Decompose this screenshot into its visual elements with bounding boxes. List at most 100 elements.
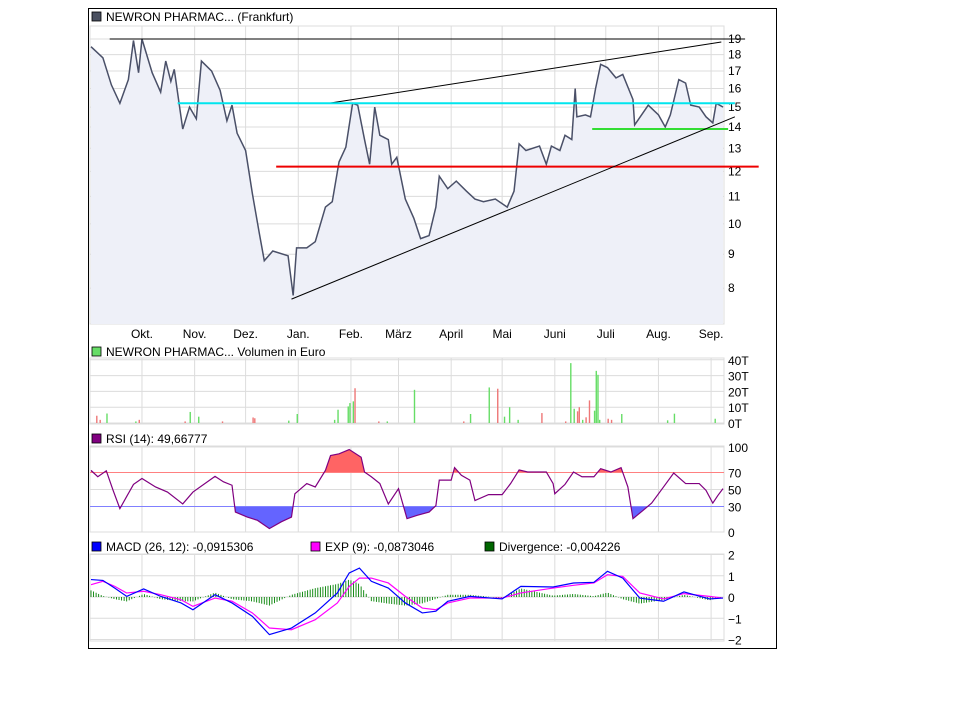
rsi-legend-swatch <box>91 433 102 444</box>
y-tick-label: 70 <box>728 467 742 481</box>
volume-bar <box>296 413 298 423</box>
exp-line <box>90 574 724 631</box>
x-tick-label: März <box>385 327 412 341</box>
x-tick-label: Mai <box>492 327 511 341</box>
volume-bar <box>138 419 140 423</box>
volume-bar <box>595 370 597 423</box>
volume-bar <box>714 418 716 423</box>
x-tick-label: Nov. <box>183 327 207 341</box>
volume-bar <box>386 421 389 423</box>
divergence-legend-swatch <box>484 541 495 552</box>
y-tick-label: 20T <box>728 385 749 399</box>
price-area-fill <box>91 39 723 324</box>
volume-bar <box>378 421 380 423</box>
volume-bar <box>597 374 599 423</box>
y-tick-label: 15 <box>728 100 742 114</box>
volume-bar <box>585 417 587 423</box>
macd-legend-swatch <box>91 541 102 552</box>
y-tick-label: 1 <box>728 570 735 584</box>
volume-bar <box>503 416 506 423</box>
y-tick-label: 50 <box>728 484 742 498</box>
rsi-panel-title: RSI (14): 49,66777 <box>106 432 208 446</box>
exp-legend-label: EXP (9): -0,0873046 <box>325 540 435 554</box>
rsi-line <box>90 448 724 530</box>
volume-bar <box>463 421 465 423</box>
y-tick-label: 8 <box>728 281 735 295</box>
x-tick-label: Dez. <box>233 327 258 341</box>
volume-bar <box>570 363 572 423</box>
y-tick-label: −2 <box>728 634 742 648</box>
trendline <box>328 41 722 104</box>
volume-bar <box>508 407 511 423</box>
volume-bar <box>621 413 623 423</box>
x-tick-label: Juni <box>544 327 566 341</box>
x-tick-label: Aug. <box>646 327 671 341</box>
volume-bar <box>565 421 567 423</box>
volume-bar <box>673 413 676 423</box>
volume-bar <box>598 419 601 423</box>
y-tick-label: 18 <box>728 48 742 62</box>
y-tick-label: 30 <box>728 501 742 515</box>
divergence-legend-label: Divergence: -0,004226 <box>499 540 621 554</box>
x-tick-label: Jan. <box>287 327 310 341</box>
volume-bar <box>135 421 137 423</box>
macd-line <box>90 567 724 636</box>
volume-bar <box>352 401 355 423</box>
volume-bar <box>593 410 596 423</box>
volume-bar <box>99 419 101 423</box>
y-tick-label: 40T <box>728 354 749 368</box>
volume-bar <box>333 419 336 423</box>
volume-panel-title: NEWRON PHARMAC... Volumen in Euro <box>106 345 326 359</box>
volume-bar <box>254 418 256 423</box>
volume-bar <box>581 419 584 423</box>
y-tick-label: 14 <box>728 120 742 134</box>
y-tick-label: 10 <box>728 217 742 231</box>
volume-bar <box>469 413 472 423</box>
x-tick-label: April <box>439 327 463 341</box>
volume-bar <box>588 400 591 423</box>
y-tick-label: 2 <box>728 549 735 563</box>
volume-bar <box>497 388 499 423</box>
x-tick-label: Feb. <box>339 327 363 341</box>
x-tick-label: Juli <box>597 327 615 341</box>
volume-bar <box>184 421 186 423</box>
volume-bar <box>189 411 191 423</box>
y-tick-label: 13 <box>728 141 742 155</box>
y-tick-label: 9 <box>728 247 735 261</box>
price-legend-swatch <box>91 11 102 22</box>
y-tick-label: −1 <box>728 612 742 626</box>
y-tick-label: 100 <box>728 441 748 455</box>
macd-legend-label: MACD (26, 12): -0,0915306 <box>106 540 254 554</box>
volume-bar <box>517 419 519 423</box>
price-panel-title: NEWRON PHARMAC... (Frankfurt) <box>106 10 293 24</box>
y-tick-label: 30T <box>728 370 749 384</box>
volume-bar <box>488 387 490 423</box>
price-line <box>90 38 724 296</box>
volume-bar <box>607 418 609 423</box>
exp-legend-swatch <box>310 541 321 552</box>
x-tick-label: Sep. <box>699 327 724 341</box>
volume-bar <box>96 415 98 423</box>
volume-legend-swatch <box>91 346 102 357</box>
volume-bar <box>288 420 290 423</box>
volume-bar <box>413 389 416 423</box>
volume-bar <box>541 413 543 423</box>
y-tick-label: 17 <box>728 64 742 78</box>
y-tick-label: 16 <box>728 81 742 95</box>
volume-bar <box>337 409 339 423</box>
volume-bar <box>354 388 356 423</box>
y-tick-label: 0 <box>728 591 735 605</box>
volume-bar <box>666 420 669 423</box>
volume-bar <box>349 403 351 423</box>
volume-bar <box>252 417 254 423</box>
x-tick-label: Okt. <box>131 327 153 341</box>
y-tick-label: 0 <box>728 526 735 540</box>
volume-bar <box>198 416 200 423</box>
volume-bar <box>576 411 579 423</box>
volume-bar <box>221 421 224 423</box>
volume-bar <box>578 407 580 423</box>
volume-bar <box>106 413 108 423</box>
y-tick-label: 11 <box>728 189 741 203</box>
volume-bar <box>573 408 575 423</box>
